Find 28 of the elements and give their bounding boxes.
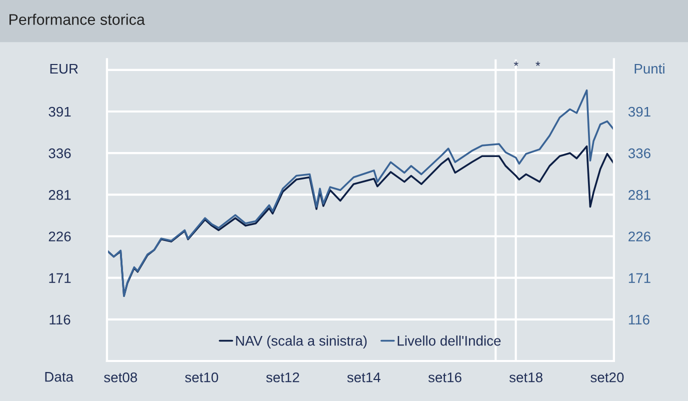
x-tick-label: set12 bbox=[266, 372, 300, 382]
x-axis-title: Data bbox=[45, 372, 74, 382]
x-tick-label: set16 bbox=[428, 372, 462, 382]
line-series bbox=[106, 89, 614, 297]
y-tick-label: 226 bbox=[48, 232, 71, 242]
y-tick-label: 171 bbox=[49, 273, 71, 283]
x-tick-label: set10 bbox=[185, 372, 218, 382]
x-tick-label: set14 bbox=[347, 372, 380, 382]
x-tick-label: set08 bbox=[104, 372, 138, 382]
x-tick-label: set20 bbox=[590, 372, 624, 382]
y2-axis-title: Punti bbox=[634, 63, 664, 74]
y-axis-title: EUR bbox=[50, 64, 78, 74]
y2-tick-label: 226 bbox=[628, 232, 650, 242]
y2-tick-label: 116 bbox=[628, 314, 650, 325]
y-tick-label: 281 bbox=[48, 190, 71, 200]
chart-title: Performance storica bbox=[10, 14, 145, 25]
legend-label: NAV (scala a sinistra) bbox=[236, 336, 367, 348]
y-tick-label: 391 bbox=[48, 106, 71, 117]
y2-tick-label: 336 bbox=[628, 148, 650, 158]
y2-tick-label: 171 bbox=[628, 273, 650, 283]
annotation: * bbox=[536, 62, 540, 66]
annotation: * bbox=[514, 62, 518, 66]
y-tick-label: 336 bbox=[48, 148, 71, 158]
legend-label: Livello dell'Indice bbox=[398, 336, 501, 346]
y-tick-label: 116 bbox=[50, 314, 70, 325]
y2-tick-label: 281 bbox=[628, 190, 650, 200]
y2-tick-label: 391 bbox=[628, 106, 650, 117]
x-tick-label: set18 bbox=[509, 372, 542, 382]
